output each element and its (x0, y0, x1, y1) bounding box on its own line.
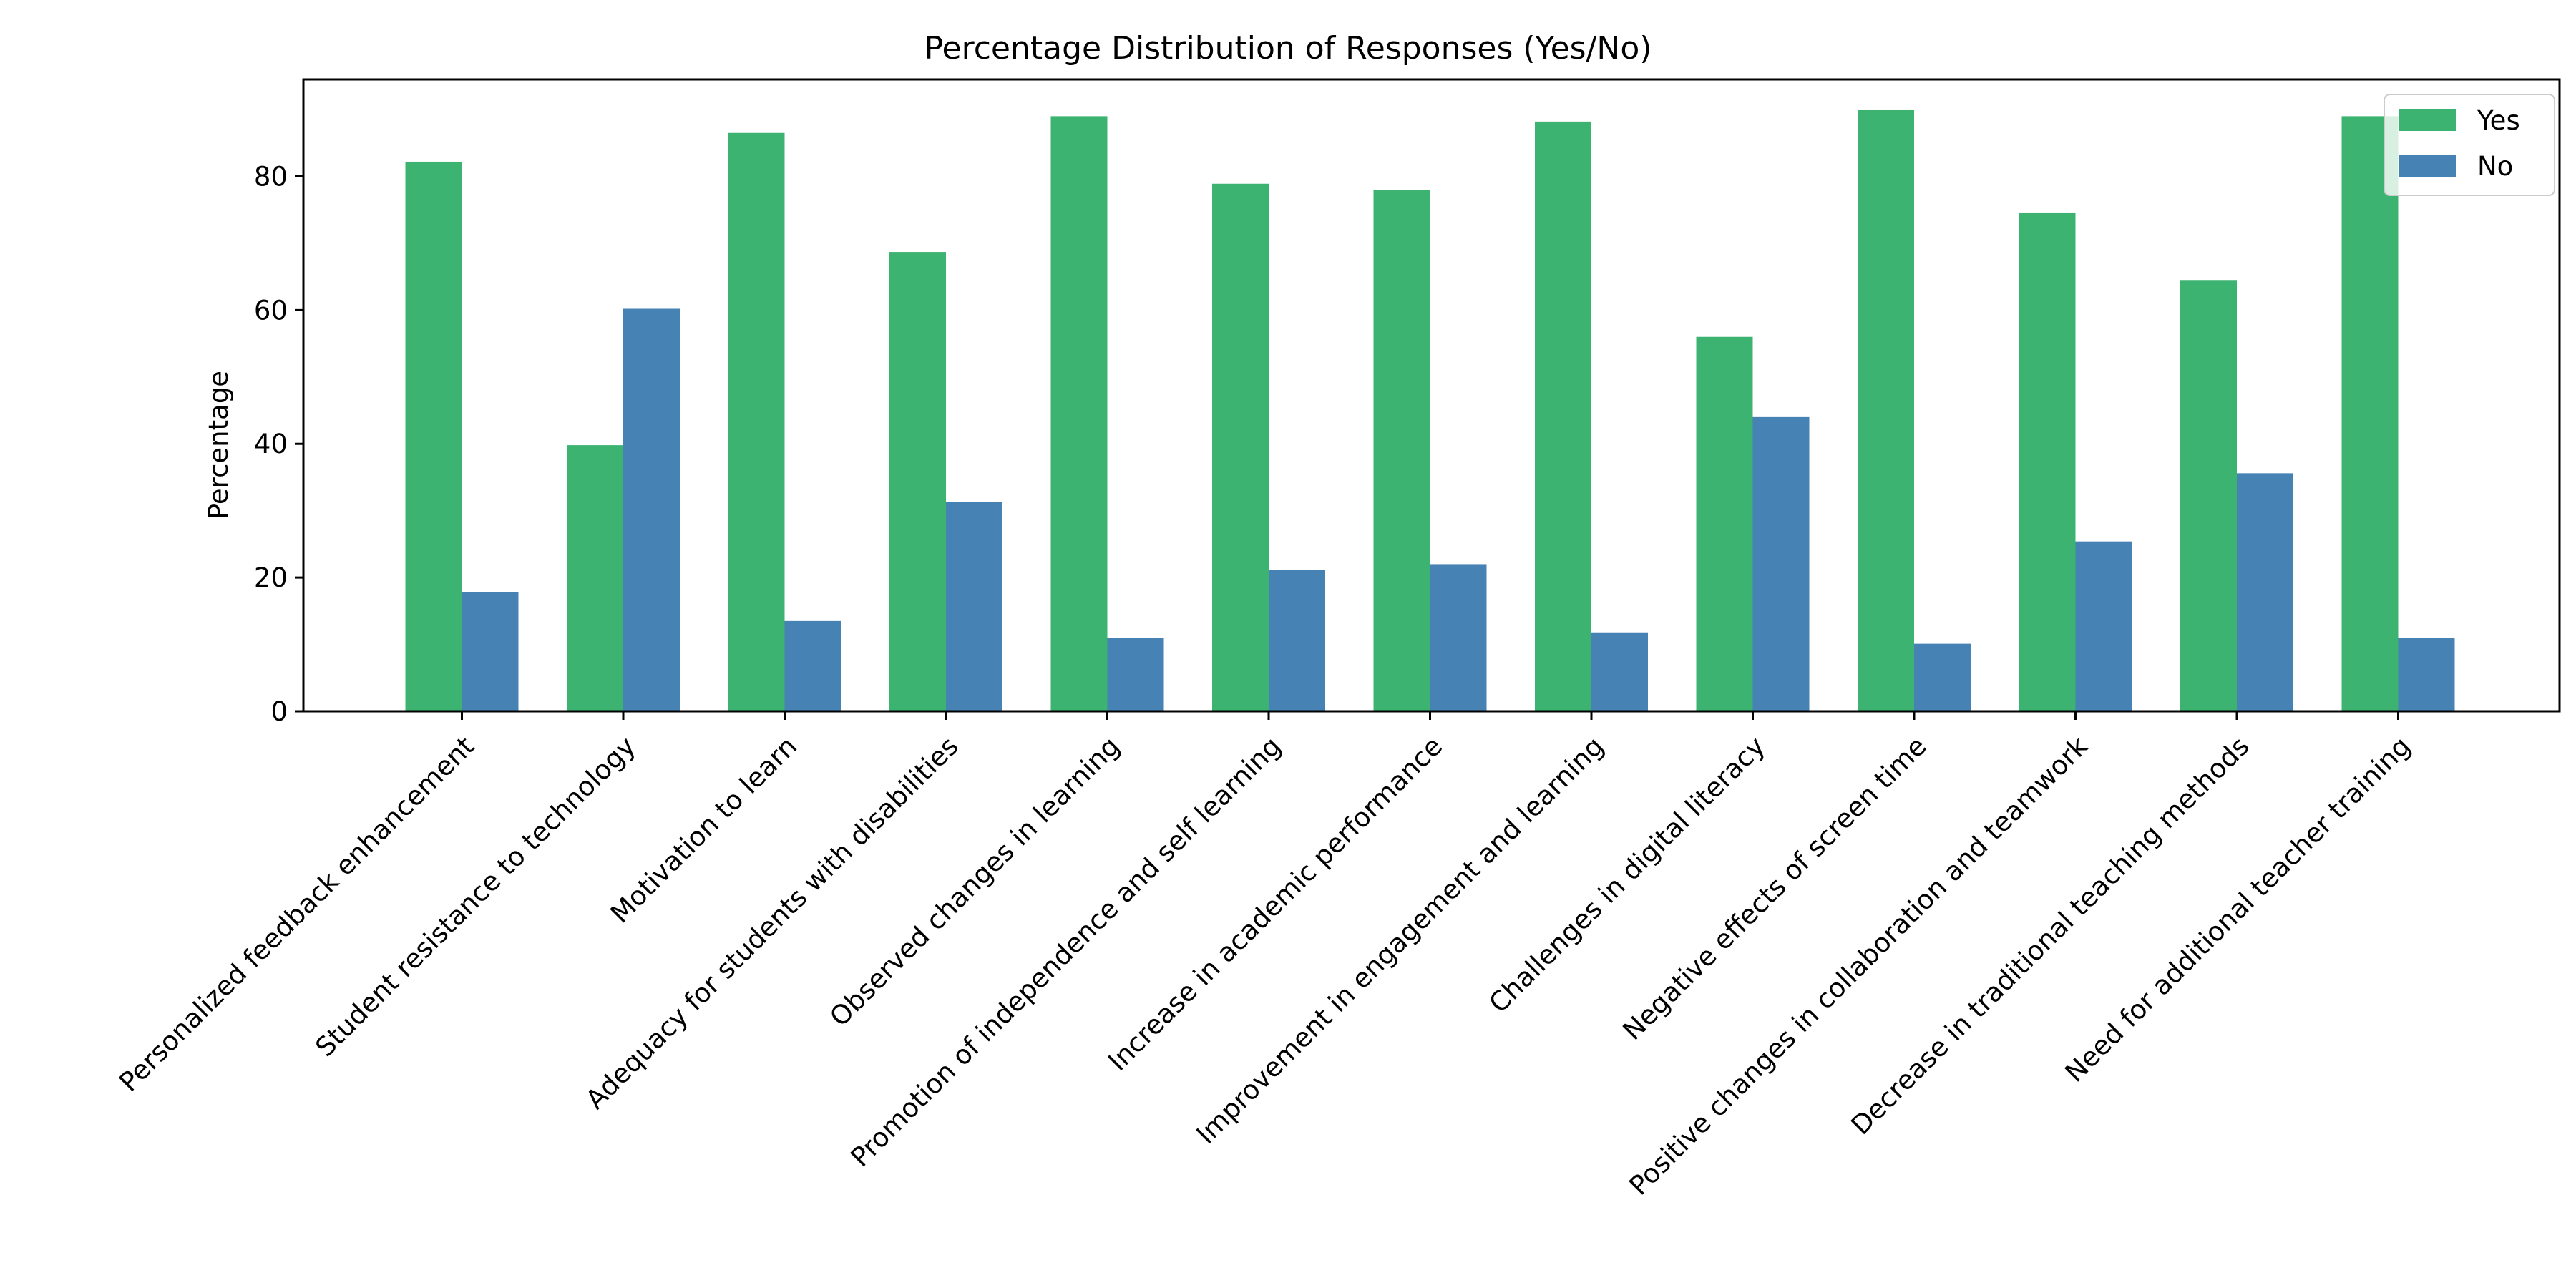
y-tick-label: 20 (254, 562, 288, 593)
bar-yes-4 (1050, 116, 1108, 711)
bar-yes-7 (1535, 121, 1591, 711)
legend-swatch-no (2399, 155, 2456, 177)
y-ticks-group: 0 20 40 60 80 (254, 161, 303, 727)
x-tick-label: Increase in academic performance (1102, 731, 1448, 1077)
bar-no-2 (784, 620, 841, 711)
bar-no-8 (1752, 416, 1810, 711)
bar-no-1 (623, 308, 680, 711)
bar-yes-1 (567, 445, 623, 711)
bar-no-5 (1269, 570, 1325, 711)
plot-area-frame (302, 78, 2561, 713)
y-tick-label: 60 (254, 295, 288, 326)
legend-swatch-yes (2399, 109, 2456, 131)
x-tick-label: Need for additional teacher training (2059, 731, 2417, 1088)
bar-no-6 (1430, 564, 1487, 711)
bar-yes-6 (1373, 190, 1430, 712)
x-tick-label: Personalized feedback enhancement (113, 731, 480, 1098)
bar-yes-12 (2341, 116, 2399, 711)
legend-label-no: No (2477, 151, 2513, 182)
bar-yes-3 (889, 252, 946, 712)
chart-title: Percentage Distribution of Responses (Ye… (924, 30, 1652, 67)
bar-no-0 (462, 592, 519, 711)
x-tick-label: Student resistance to technology (310, 731, 642, 1063)
x-ticks-group: Personalized feedback enhancementStudent… (113, 711, 2416, 1201)
y-tick-label: 40 (254, 429, 288, 459)
y-tick-label: 80 (254, 161, 288, 192)
bar-no-7 (1591, 632, 1648, 711)
legend: Yes No (2384, 94, 2555, 196)
bar-yes-10 (2019, 212, 2076, 711)
bar-no-11 (2237, 473, 2293, 711)
bar-yes-5 (1212, 183, 1269, 711)
bar-yes-2 (728, 132, 785, 711)
bar-no-4 (1107, 638, 1164, 711)
bar-no-9 (1914, 643, 1971, 711)
bar-yes-8 (1696, 336, 1753, 712)
x-tick-label: Observed changes in learning (824, 731, 1126, 1033)
bars-group (405, 109, 2455, 712)
bar-yes-0 (405, 161, 462, 711)
bar-no-3 (946, 502, 1002, 711)
x-tick-label: Challenges in digital literacy (1483, 731, 1772, 1019)
bar-no-12 (2398, 638, 2455, 711)
x-tick-label: Negative effects of screen time (1617, 731, 1933, 1046)
x-tick-label: Adequacy for students with disabilities (580, 731, 964, 1115)
legend-label-yes: Yes (2477, 105, 2520, 136)
y-axis-label: Percentage (203, 371, 234, 519)
bar-yes-9 (1858, 109, 1914, 712)
bar-no-10 (2075, 541, 2132, 711)
bar-yes-11 (2180, 280, 2237, 712)
y-tick-label: 0 (270, 696, 288, 727)
